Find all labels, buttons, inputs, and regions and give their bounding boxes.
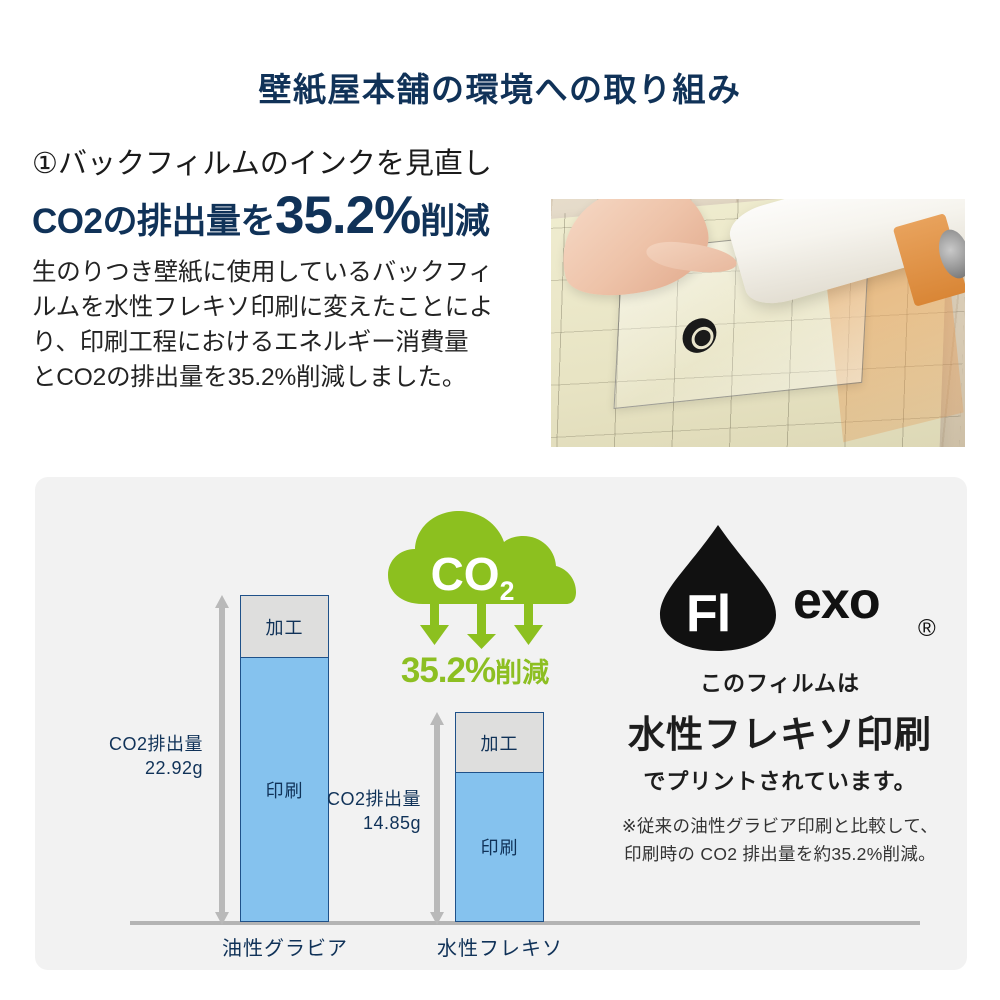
category-label-gravure: 油性グラビア (222, 938, 348, 960)
arrow-shaft (219, 606, 225, 914)
intro-block: ①バックフィルムのインクを見直し CO2の排出量を 35.2% 削減 生のりつき壁紙… (32, 148, 537, 395)
co2-cloud-label: CO2 (380, 547, 565, 607)
arrow-shaft (434, 723, 440, 914)
category-label-flexo: 水性フレキソ (437, 938, 563, 960)
bar-segment-insatsu: 印刷 (455, 773, 544, 922)
intro-highlight-percent: 35.2% (274, 186, 421, 246)
bar-gravure: 加工 印刷 (240, 595, 329, 922)
arrow-down-head-icon (215, 912, 229, 925)
reduction-suffix: 削減 (495, 658, 550, 688)
co2-cloud-graphic: CO2 35.2%削減 (380, 499, 595, 699)
co2-subscript: 2 (499, 576, 515, 607)
bar-segment-insatsu: 印刷 (240, 658, 329, 922)
intro-body: 生のりつき壁紙に使用しているバックフィ ルムを水性フレキソ印刷に変えたことによ … (32, 256, 537, 395)
intro-body-line: ルムを水性フレキソ印刷に変えたことによ (32, 294, 494, 322)
svg-text:Fl: Fl (686, 585, 730, 643)
wallpaper-film-photo (551, 199, 965, 447)
page-title: 壁紙屋本舗の環境への取り組み (258, 71, 742, 108)
photo-film-stamp (681, 314, 717, 356)
measure-arrow-gravure (215, 595, 229, 925)
intro-body-line: とCO2の排出量を35.2%削減しました。 (32, 363, 467, 391)
reduction-callout: 35.2%削減 (380, 651, 570, 691)
co2-cloud-icon (388, 511, 576, 649)
flexo-line2: 水性フレキソ印刷 (628, 714, 932, 755)
flexo-brand-tail: exo (793, 572, 881, 630)
registered-trademark-icon: ® (918, 615, 936, 642)
flexo-note-line: 印刷時の CO2 排出量を約35.2%削減。 (624, 844, 936, 864)
intro-highlight-suffix: 削減 (420, 202, 490, 242)
ink-drop-icon: Fl (660, 525, 776, 651)
intro-highlight: CO2の排出量を 35.2% 削減 (32, 189, 537, 242)
emission-label-text: CO2排出量 (326, 789, 421, 809)
flexo-logo: Fl exo ® (600, 519, 960, 654)
emission-label-text: CO2排出量 (108, 734, 203, 754)
emission-label-flexo: CO2排出量 14.85g (293, 787, 421, 836)
flexo-line1: このフィルムは (699, 671, 861, 696)
bar-flexo: 加工 印刷 (455, 712, 544, 922)
flexo-brand-panel: Fl exo ® このフィルムは 水性フレキソ印刷 でプリントされています。 ※… (600, 519, 960, 939)
emission-label-gravure: CO2排出量 22.92g (75, 732, 203, 781)
flexo-note-line: ※従来の油性グラビア印刷と比較して、 (621, 816, 939, 836)
intro-body-line: 生のりつき壁紙に使用しているバックフィ (32, 259, 493, 287)
emission-label-value: 22.92g (144, 758, 203, 779)
emission-label-value: 14.85g (362, 813, 421, 834)
reduction-value: 35.2% (400, 651, 496, 690)
bar-segment-kakou: 加工 (455, 712, 544, 773)
intro-body-line: り、印刷工程におけるエネルギー消費量 (32, 328, 469, 356)
intro-highlight-prefix: CO2の排出量を (32, 202, 275, 242)
co2-bar-chart: 加工 印刷 CO2排出量 22.92g 油性グラビア 加工 印刷 CO2排出量 … (35, 477, 920, 970)
flexo-line3: でプリントされています。 (643, 769, 917, 794)
co2-text: CO (430, 548, 500, 600)
flexo-note: ※従来の油性グラビア印刷と比較して、 印刷時の CO2 排出量を約35.2%削減… (600, 812, 960, 868)
arrow-up-head-icon (430, 712, 444, 725)
measure-arrow-flexo (430, 712, 444, 925)
intro-heading: ①バックフィルムのインクを見直し (32, 148, 492, 180)
comparison-panel: 加工 印刷 CO2排出量 22.92g 油性グラビア 加工 印刷 CO2排出量 … (35, 477, 967, 970)
arrow-down-head-icon (430, 912, 444, 925)
arrow-up-head-icon (215, 595, 229, 608)
bar-segment-kakou: 加工 (240, 595, 329, 658)
chart-baseline (130, 921, 920, 925)
